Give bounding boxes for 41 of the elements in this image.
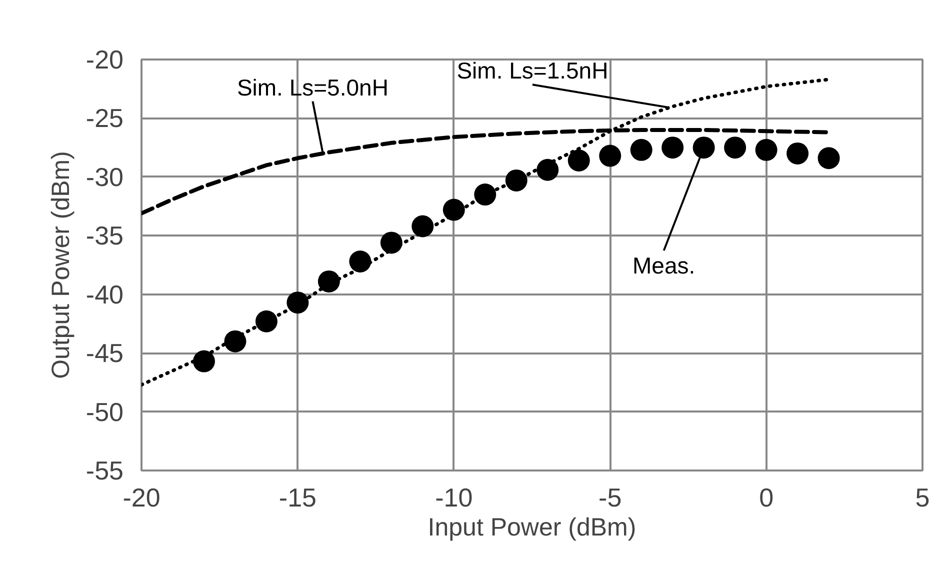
point bbox=[380, 232, 402, 254]
x-tick-label: 5 bbox=[915, 482, 930, 512]
point bbox=[786, 142, 809, 164]
y-tick-label: -40 bbox=[86, 279, 124, 310]
annotation: Sim. Ls=1.5nH bbox=[456, 58, 608, 84]
x-tick-label: -10 bbox=[435, 482, 473, 512]
point bbox=[724, 136, 746, 159]
point bbox=[442, 198, 465, 221]
point bbox=[192, 350, 215, 372]
point bbox=[349, 250, 372, 272]
y-tick-label: -20 bbox=[86, 44, 124, 74]
y-tick-label: -50 bbox=[86, 396, 124, 427]
y-tick-label: -35 bbox=[86, 220, 124, 251]
point bbox=[474, 184, 496, 206]
x-tick-label: -20 bbox=[122, 482, 160, 512]
y-tick-label: -30 bbox=[86, 162, 124, 192]
x-axis-title: Input Power (dBm) bbox=[428, 514, 636, 542]
point bbox=[505, 169, 528, 192]
point bbox=[255, 310, 278, 332]
point bbox=[412, 215, 434, 238]
point bbox=[818, 147, 840, 170]
y-tick-label: -25 bbox=[86, 103, 124, 134]
point bbox=[755, 138, 778, 161]
x-tick-label: -15 bbox=[278, 482, 316, 512]
point bbox=[568, 150, 590, 172]
point bbox=[286, 292, 309, 314]
point bbox=[692, 136, 715, 159]
annotation: Meas. bbox=[632, 252, 696, 279]
point bbox=[599, 144, 622, 167]
x-tick-label: -5 bbox=[598, 482, 622, 512]
y-tick-label: -45 bbox=[86, 338, 124, 368]
point bbox=[318, 270, 340, 292]
point bbox=[536, 158, 559, 181]
annotation: Sim. Ls=5.0nH bbox=[236, 74, 388, 100]
point bbox=[224, 330, 246, 352]
line-series bbox=[142, 78, 831, 387]
point bbox=[630, 138, 652, 161]
y-axis-title: Output Power (dBm) bbox=[46, 151, 75, 379]
x-tick-label: 0 bbox=[759, 482, 774, 512]
point bbox=[662, 136, 684, 159]
y-tick-label: -55 bbox=[86, 456, 124, 486]
